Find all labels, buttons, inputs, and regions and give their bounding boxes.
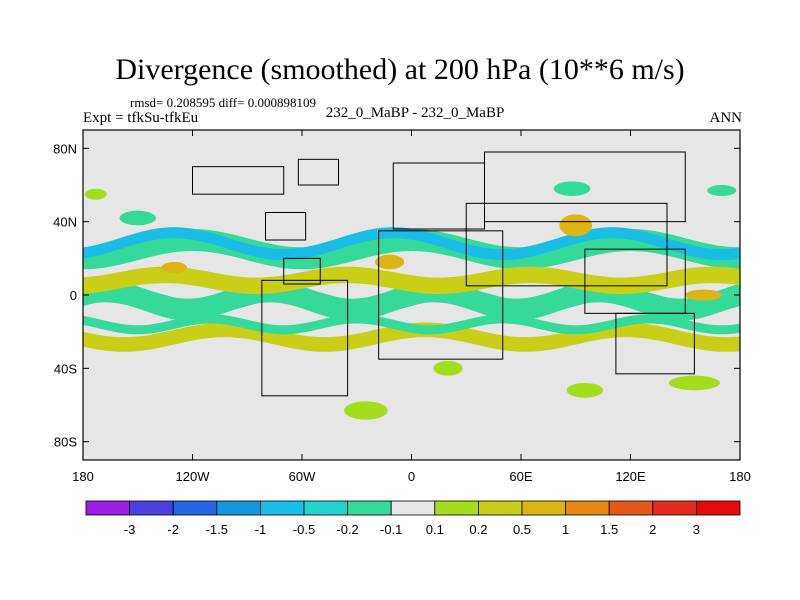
colorbar-label-6: -0.1	[380, 522, 402, 537]
field-blob-1	[119, 210, 156, 226]
field-blob-4	[343, 401, 388, 420]
colorbar-swatch-7	[390, 500, 436, 516]
colorbar-label-2: -1.5	[206, 522, 228, 537]
coastline-segment-1	[265, 212, 307, 241]
colorbar-swatch-10	[521, 500, 566, 516]
colorbar-swatch-3	[216, 500, 261, 516]
colorbar-swatch-4	[259, 500, 305, 516]
case-label: 232_0_MaBP - 232_0_MaBP	[325, 105, 505, 121]
colorbar-label-0: -3	[124, 522, 136, 537]
colorbar-swatch-2	[172, 500, 218, 516]
coastline-segment-10	[615, 312, 695, 375]
colorbar-label-12: 2	[649, 522, 656, 537]
colorbar-swatch-5	[303, 500, 348, 516]
colorbar-label-8: 0.2	[469, 522, 487, 537]
colorbar-label-5: -0.2	[336, 522, 358, 537]
field-blob-2	[553, 181, 591, 197]
field-blob-8	[559, 214, 593, 237]
coastline-segment-4	[261, 279, 349, 397]
coastline-segment-3	[283, 257, 321, 285]
coastline-segment-7	[484, 151, 686, 223]
colorbar-swatch-12	[608, 500, 654, 516]
field-blob-9	[375, 254, 405, 270]
field-blob-0	[84, 188, 107, 200]
colorbar-label-3: -1	[255, 522, 267, 537]
coastline-segment-5	[378, 230, 504, 360]
coastline-segment-2	[192, 166, 285, 195]
colorbar-swatch-11	[565, 500, 610, 516]
field-band-nh-positive	[83, 266, 740, 295]
y-tick-label-1: 40N	[53, 215, 77, 230]
colorbar-swatch-9	[477, 500, 523, 516]
colorbar-swatch-14	[696, 500, 741, 516]
y-tick-label-4: 80S	[54, 435, 77, 450]
field-blob-6	[668, 375, 720, 391]
field-blob-5	[566, 383, 604, 398]
field-band-sh-negative	[83, 314, 740, 335]
period-label: ANN	[709, 110, 743, 126]
field-blob-10	[161, 262, 188, 273]
y-tick-label-0: 80N	[53, 141, 77, 156]
colorbar-swatch-13	[652, 500, 697, 516]
stats-text: rmsd= 0.208595 diff= 0.000898109	[130, 95, 316, 110]
x-tick-label-4: 60E	[509, 469, 532, 484]
y-tick-label-2: 0	[70, 288, 77, 303]
colorbar-label-13: 3	[693, 522, 700, 537]
chart-title: Divergence (smoothed) at 200 hPa (10**6 …	[115, 53, 685, 86]
x-tick-label-2: 60W	[289, 469, 316, 484]
colorbar-label-1: -2	[167, 522, 179, 537]
field-blob-3	[707, 185, 737, 196]
coastline-segment-8	[465, 202, 668, 287]
coastline-segment-0	[297, 158, 340, 186]
colorbar-swatch-6	[347, 500, 392, 516]
colorbar-label-9: 0.5	[513, 522, 531, 537]
colorbar-label-10: 1	[562, 522, 569, 537]
colorbar-swatch-8	[434, 500, 479, 516]
x-tick-label-6: 180	[729, 469, 751, 484]
x-tick-label-3: 0	[408, 469, 415, 484]
field-band-sh-positive	[83, 322, 740, 352]
colorbar-swatch-0	[85, 500, 130, 516]
y-tick-label-3: 40S	[54, 361, 77, 376]
x-tick-label-0: 180	[72, 469, 94, 484]
field-blob-11	[685, 289, 722, 301]
x-tick-label-5: 120E	[615, 469, 646, 484]
experiment-label: Expt = tfkSu-tfkEu	[83, 110, 199, 126]
x-tick-label-1: 120W	[176, 469, 211, 484]
colorbar-label-7: 0.1	[426, 522, 444, 537]
colorbar-label-4: -0.5	[293, 522, 315, 537]
field-blob-7	[433, 361, 463, 376]
colorbar-swatch-1	[129, 500, 174, 516]
colorbar-label-11: 1.5	[600, 522, 618, 537]
